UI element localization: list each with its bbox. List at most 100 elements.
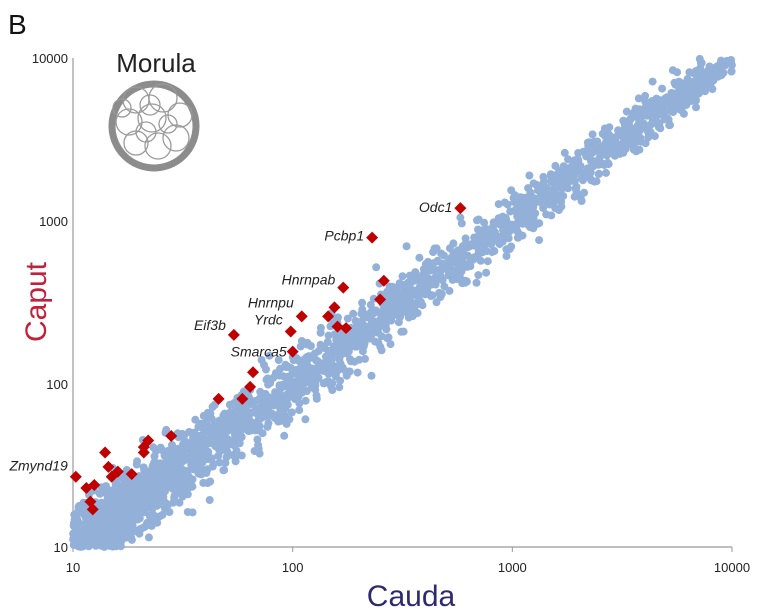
data-point xyxy=(178,429,187,438)
data-point xyxy=(86,514,95,523)
data-point xyxy=(303,338,312,347)
data-point xyxy=(377,332,386,341)
data-point xyxy=(568,171,577,180)
data-point xyxy=(177,488,186,497)
data-point xyxy=(133,457,142,466)
data-point xyxy=(189,465,198,474)
data-point xyxy=(600,124,609,133)
data-point xyxy=(199,478,208,487)
data-point xyxy=(160,504,169,513)
data-point xyxy=(518,231,527,240)
data-point xyxy=(711,71,720,80)
data-point xyxy=(206,477,215,486)
data-point xyxy=(301,396,310,405)
gene-label: Odc1 xyxy=(419,199,452,215)
data-point xyxy=(204,447,213,456)
data-point xyxy=(100,542,109,551)
data-point xyxy=(225,400,234,409)
highlight-point xyxy=(454,202,467,215)
data-point xyxy=(181,467,190,475)
highlight-point xyxy=(328,301,341,314)
data-point xyxy=(635,117,644,126)
data-point xyxy=(472,278,481,287)
data-point xyxy=(215,458,224,467)
highlight-point xyxy=(322,310,335,323)
data-point xyxy=(496,232,505,241)
data-point xyxy=(209,421,218,429)
x-tick-label: 1000 xyxy=(498,560,527,575)
data-point xyxy=(631,104,640,113)
data-point xyxy=(677,106,686,115)
data-point xyxy=(231,453,240,462)
panel-label: B xyxy=(8,9,27,40)
data-point xyxy=(301,415,310,424)
data-point xyxy=(575,166,584,175)
data-point xyxy=(337,333,346,342)
inset-title: Morula xyxy=(116,48,196,78)
data-point xyxy=(254,444,263,453)
gene-label: Pcbp1 xyxy=(324,228,364,244)
data-point xyxy=(439,251,448,260)
data-point xyxy=(612,142,621,151)
gene-label: Zmynd19 xyxy=(8,458,68,474)
gene-label: Yrdc xyxy=(254,311,283,327)
data-point xyxy=(295,406,304,415)
data-point xyxy=(271,392,280,401)
highlighted-points xyxy=(69,202,467,516)
x-tick-labels: 10 100 1000 10000 xyxy=(66,547,750,575)
data-point xyxy=(404,298,413,307)
data-point xyxy=(366,300,375,309)
data-point xyxy=(679,82,688,91)
data-point xyxy=(279,416,287,425)
data-point xyxy=(401,304,410,313)
data-point xyxy=(592,146,601,155)
data-point xyxy=(175,498,184,507)
x-axis-label: Cauda xyxy=(367,580,456,613)
data-point xyxy=(106,520,115,529)
data-point xyxy=(445,244,454,253)
data-point xyxy=(108,542,117,551)
data-point xyxy=(573,155,582,163)
data-point xyxy=(645,128,654,137)
data-point xyxy=(342,369,351,378)
x-tick-label: 10000 xyxy=(714,560,750,575)
data-point xyxy=(287,387,296,396)
data-point xyxy=(259,413,268,421)
data-point xyxy=(275,371,284,380)
data-point xyxy=(474,249,483,258)
data-point xyxy=(518,209,527,218)
data-point xyxy=(162,425,171,434)
data-point xyxy=(235,408,244,417)
highlight-point xyxy=(286,345,299,358)
data-point xyxy=(404,313,413,322)
data-point xyxy=(280,393,288,402)
data-point xyxy=(415,253,424,262)
data-point xyxy=(614,126,623,135)
data-point xyxy=(655,119,664,128)
data-point xyxy=(208,403,217,411)
data-point xyxy=(693,78,702,87)
data-point xyxy=(483,257,492,266)
data-point xyxy=(665,121,674,130)
data-point xyxy=(288,370,297,379)
data-point xyxy=(692,103,700,112)
data-point xyxy=(408,288,417,297)
highlight-point xyxy=(99,446,112,459)
morula-icon xyxy=(108,80,200,172)
highlight-point xyxy=(295,310,308,323)
data-point xyxy=(280,382,289,391)
data-point xyxy=(334,313,342,322)
data-point xyxy=(219,466,228,475)
data-point xyxy=(107,500,116,509)
data-point xyxy=(202,413,211,422)
data-point xyxy=(371,327,380,336)
data-point xyxy=(399,281,408,290)
data-point xyxy=(629,145,638,154)
data-point xyxy=(386,340,395,349)
data-point xyxy=(122,514,131,523)
data-point xyxy=(482,268,491,277)
data-point xyxy=(144,533,153,542)
data-point xyxy=(399,327,408,336)
data-point xyxy=(454,255,463,264)
